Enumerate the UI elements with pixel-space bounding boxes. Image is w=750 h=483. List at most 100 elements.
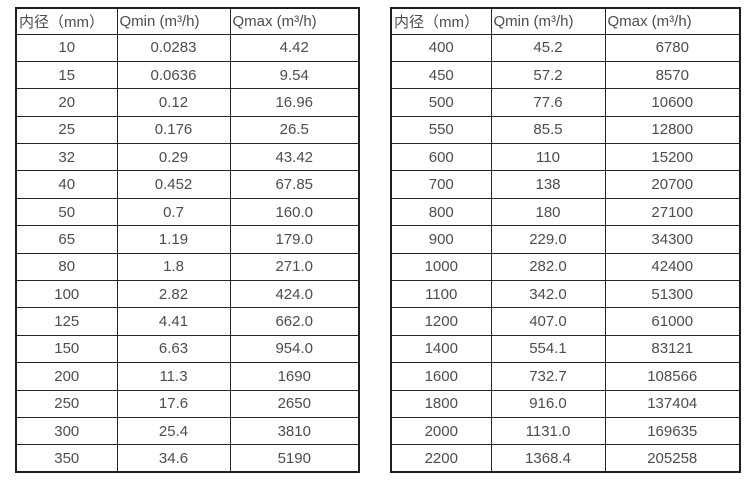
table-cell: 282.0	[490, 252, 606, 282]
table-row: 500 77.6 10600	[390, 88, 741, 117]
table-cell: 26.5	[229, 115, 360, 145]
table-cell: 77.6	[490, 88, 606, 117]
table-row: 200 11.3 1690	[15, 362, 360, 391]
table-cell: 10	[15, 33, 118, 62]
table-cell: 1800	[390, 389, 492, 418]
table-cell: 900	[390, 225, 492, 254]
table-cell: 61000	[604, 307, 741, 336]
table-cell: 4.41	[116, 307, 231, 336]
column-header: Qmax (m³/h)	[229, 7, 360, 35]
table-row: 150 6.63 954.0	[15, 334, 360, 364]
table-row: 100 2.82 424.0	[15, 280, 360, 309]
table-cell: 100	[15, 280, 118, 309]
column-header: 内径（mm）	[15, 7, 118, 35]
table-row: 1600 732.7 108566	[390, 362, 741, 391]
column-header: Qmin (m³/h)	[490, 7, 606, 35]
tables-container: 内径（mm） Qmin (m³/h) Qmax (m³/h) 10 0.0283 4.42…	[15, 7, 750, 474]
table-cell: 65	[15, 225, 118, 254]
table-row: 450 57.2 8570	[390, 60, 741, 90]
table-cell: 1.8	[116, 252, 231, 282]
table-cell: 160.0	[229, 197, 360, 227]
table-cell: 450	[390, 60, 492, 90]
table-cell: 32	[15, 143, 118, 172]
table-row: 1200 407.0 61000	[390, 307, 741, 336]
table-cell: 4.42	[229, 33, 360, 62]
table-cell: 40	[15, 170, 118, 199]
table-cell: 732.7	[490, 362, 606, 391]
table-cell: 9.54	[229, 60, 360, 90]
table-cell: 67.85	[229, 170, 360, 199]
table-cell: 179.0	[229, 225, 360, 254]
table-cell: 137404	[604, 389, 741, 418]
table-cell: 500	[390, 88, 492, 117]
flow-table-small-diameters: 内径（mm） Qmin (m³/h) Qmax (m³/h) 10 0.0283 4.42…	[15, 7, 360, 474]
table-cell: 300	[15, 416, 118, 446]
table-cell: 0.7	[116, 197, 231, 227]
table-cell: 0.452	[116, 170, 231, 199]
table-cell: 50	[15, 197, 118, 227]
table-cell: 342.0	[490, 280, 606, 309]
table-cell: 150	[15, 334, 118, 364]
table-cell: 25	[15, 115, 118, 145]
table-row: 300 25.4 3810	[15, 416, 360, 446]
table-cell: 20700	[604, 170, 741, 199]
table-row: 80 1.8 271.0	[15, 252, 360, 282]
column-header: Qmin (m³/h)	[116, 7, 231, 35]
table-cell: 138	[490, 170, 606, 199]
table-cell: 205258	[604, 444, 741, 473]
table-row: 1400 554.1 83121	[390, 334, 741, 364]
table-row: 1000 282.0 42400	[390, 252, 741, 282]
table-cell: 200	[15, 362, 118, 391]
table-row: 125 4.41 662.0	[15, 307, 360, 336]
table-cell: 6780	[604, 33, 741, 62]
table-cell: 6.63	[116, 334, 231, 364]
table-row: 550 85.5 12800	[390, 115, 741, 145]
header-row: 内径（mm） Qmin (m³/h) Qmax (m³/h)	[390, 7, 741, 35]
table-cell: 25.4	[116, 416, 231, 446]
table-cell: 51300	[604, 280, 741, 309]
table-cell: 169635	[604, 416, 741, 446]
table-cell: 271.0	[229, 252, 360, 282]
table-cell: 42400	[604, 252, 741, 282]
table-row: 65 1.19 179.0	[15, 225, 360, 254]
table-cell: 45.2	[490, 33, 606, 62]
table-cell: 110	[490, 143, 606, 172]
table-row: 40 0.452 67.85	[15, 170, 360, 199]
table-cell: 2650	[229, 389, 360, 418]
table-cell: 2000	[390, 416, 492, 446]
table-cell: 12800	[604, 115, 741, 145]
table-row: 400 45.2 6780	[390, 33, 741, 62]
table-row: 900 229.0 34300	[390, 225, 741, 254]
table-cell: 662.0	[229, 307, 360, 336]
table-cell: 1400	[390, 334, 492, 364]
table-row: 600 110 15200	[390, 143, 741, 172]
table-row: 700 138 20700	[390, 170, 741, 199]
table-cell: 5190	[229, 444, 360, 473]
table-cell: 800	[390, 197, 492, 227]
table-row: 50 0.7 160.0	[15, 197, 360, 227]
table-row: 32 0.29 43.42	[15, 143, 360, 172]
table-cell: 57.2	[490, 60, 606, 90]
flow-table-large-diameters: 内径（mm） Qmin (m³/h) Qmax (m³/h) 400 45.2 6780 4…	[390, 7, 741, 474]
table-cell: 85.5	[490, 115, 606, 145]
table-cell: 34.6	[116, 444, 231, 473]
table-cell: 34300	[604, 225, 741, 254]
table-cell: 80	[15, 252, 118, 282]
table-cell: 400	[390, 33, 492, 62]
table-row: 250 17.6 2650	[15, 389, 360, 418]
table-cell: 1600	[390, 362, 492, 391]
table-cell: 550	[390, 115, 492, 145]
table-row: 800 180 27100	[390, 197, 741, 227]
header-row: 内径（mm） Qmin (m³/h) Qmax (m³/h)	[15, 7, 360, 35]
table-cell: 3810	[229, 416, 360, 446]
table-cell: 1690	[229, 362, 360, 391]
column-header: 内径（mm）	[390, 7, 492, 35]
table-row: 1100 342.0 51300	[390, 280, 741, 309]
table-row: 15 0.0636 9.54	[15, 60, 360, 90]
table-cell: 15	[15, 60, 118, 90]
table-cell: 700	[390, 170, 492, 199]
table-cell: 1368.4	[490, 444, 606, 473]
table-cell: 1200	[390, 307, 492, 336]
table-cell: 1131.0	[490, 416, 606, 446]
table-cell: 554.1	[490, 334, 606, 364]
